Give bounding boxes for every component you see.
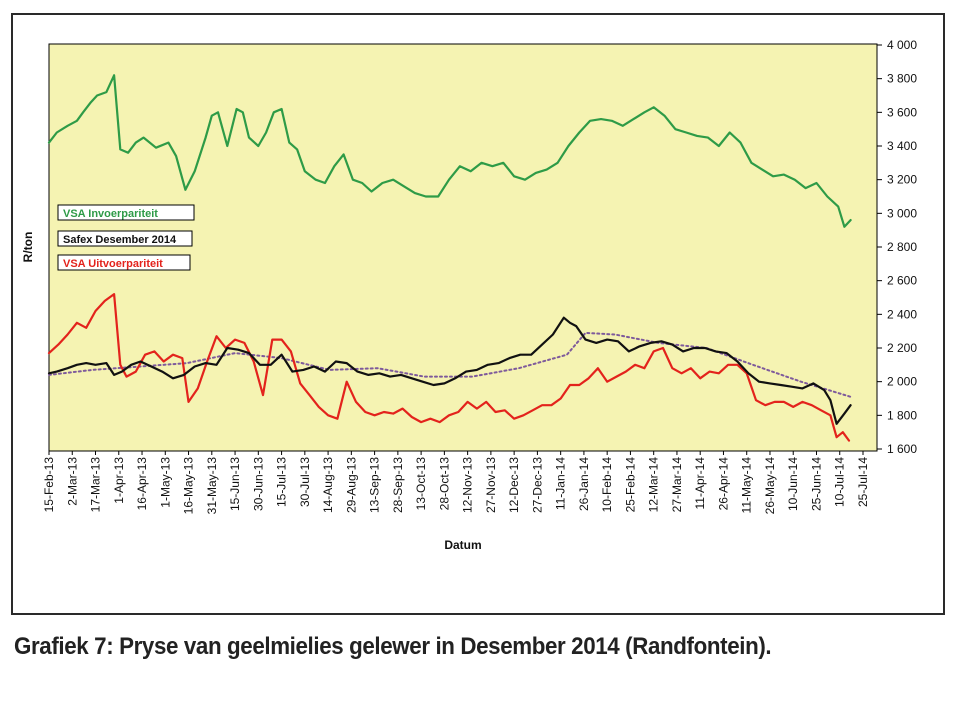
x-tick-label: 13-Oct-13 [414, 457, 428, 511]
y-axis-label: R/ton [21, 232, 35, 263]
chart-frame: 1 600 1 800 2 000 2 200 2 400 2 600 2 800 3 000… [11, 13, 945, 615]
y-tick-label: 2 600 [887, 274, 917, 288]
series-line-vsa-uitvoerpariteit [47, 293, 851, 442]
x-tick-label: 25-Jun-14 [809, 457, 823, 511]
y-tick-label: 3 400 [887, 139, 917, 153]
y-tick-label: 1 800 [887, 408, 917, 422]
x-tick-label: 25-Jul-14 [856, 457, 870, 507]
x-tick-label: 26-May-14 [763, 457, 777, 515]
x-tick-label: 26-Apr-14 [716, 457, 730, 511]
x-tick-label: 10-Jun-14 [786, 457, 800, 511]
x-tick-label: 27-Nov-13 [484, 457, 498, 513]
legend-item-safex-desember-2014: Safex Desember 2014 [57, 230, 193, 247]
x-tick-label: 2-Mar-13 [65, 457, 79, 506]
y-tick-label: 1 600 [887, 442, 917, 456]
plot-area [48, 43, 878, 452]
y-tick-label: 2 000 [887, 375, 917, 389]
x-tick-label: 25-Feb-14 [623, 457, 637, 513]
y-tick-label: 2 800 [887, 240, 917, 254]
x-tick-label: 17-Mar-13 [89, 457, 103, 513]
svg-text:VSA Uitvoerpariteit: VSA Uitvoerpariteit [63, 258, 163, 270]
x-tick-label: 10-Jul-14 [833, 457, 847, 507]
x-axis-label: Datum [444, 538, 481, 552]
x-tick-label: 15-Feb-13 [42, 457, 56, 513]
x-tick-label: 29-Aug-13 [344, 457, 358, 513]
x-tick-label: 11-May-14 [740, 457, 754, 514]
svg-text:VSA Invoerpariteit: VSA Invoerpariteit [63, 208, 158, 220]
x-tick-label: 30-Jul-13 [298, 457, 312, 507]
x-tick-label: 16-Apr-13 [135, 457, 149, 511]
figure-caption: Grafiek 7: Pryse van geelmielies gelewer… [14, 633, 772, 660]
x-axis: 15-Feb-13 2-Mar-13 17-Mar-13 1-Apr-13 16-Apr… [42, 451, 870, 514]
x-tick-label: 16-May-13 [182, 457, 196, 515]
x-tick-label: 13-Sep-13 [368, 457, 382, 513]
series-line-safex-desember-2014 [47, 316, 852, 425]
y-tick-label: 2 200 [887, 341, 917, 355]
x-tick-label: 28-Sep-13 [391, 457, 405, 513]
legend-item-vsa-uitvoerpariteit: VSA Uitvoerpariteit [57, 254, 191, 271]
legend-item-vsa-invoerpariteit: VSA Invoerpariteit [57, 204, 195, 221]
svg-text:Safex Desember 2014: Safex Desember 2014 [63, 234, 177, 246]
x-tick-label: 12-Mar-14 [647, 457, 661, 513]
x-tick-label: 11-Jan-14 [554, 457, 568, 510]
y-tick-label: 4 000 [887, 38, 917, 52]
x-tick-label: 11-Apr-14 [693, 457, 707, 510]
x-tick-label: 30-Jun-13 [251, 457, 265, 511]
series-line-vsa-invoerpariteit [47, 74, 852, 228]
x-tick-label: 12-Dec-13 [507, 457, 521, 513]
x-tick-label: 12-Nov-13 [461, 457, 475, 513]
y-tick-label: 3 800 [887, 72, 917, 86]
price-chart: 1 600 1 800 2 000 2 200 2 400 2 600 2 800 3 000… [21, 38, 917, 552]
y-tick-label: 3 600 [887, 105, 917, 119]
series-layer [47, 74, 852, 442]
legend: VSA Invoerpariteit Safex Desember 2014 V… [57, 204, 195, 271]
x-tick-label: 15-Jul-13 [275, 457, 289, 507]
x-tick-label: 1-Apr-13 [112, 457, 126, 504]
x-tick-label: 31-May-13 [205, 457, 219, 515]
x-tick-label: 15-Jun-13 [228, 457, 242, 511]
y-tick-label: 3 200 [887, 173, 917, 187]
y-tick-label: 3 000 [887, 206, 917, 220]
y-axis: 1 600 1 800 2 000 2 200 2 400 2 600 2 800 3 000… [877, 38, 917, 456]
y-tick-label: 2 400 [887, 307, 917, 321]
x-tick-label: 10-Feb-14 [600, 457, 614, 513]
x-tick-label: 27-Mar-14 [670, 457, 684, 513]
x-tick-label: 14-Aug-13 [321, 457, 335, 513]
x-tick-label: 27-Dec-13 [530, 457, 544, 513]
x-tick-label: 1-May-13 [158, 457, 172, 508]
x-tick-label: 26-Jan-14 [577, 457, 591, 511]
x-tick-label: 28-Oct-13 [437, 457, 451, 511]
